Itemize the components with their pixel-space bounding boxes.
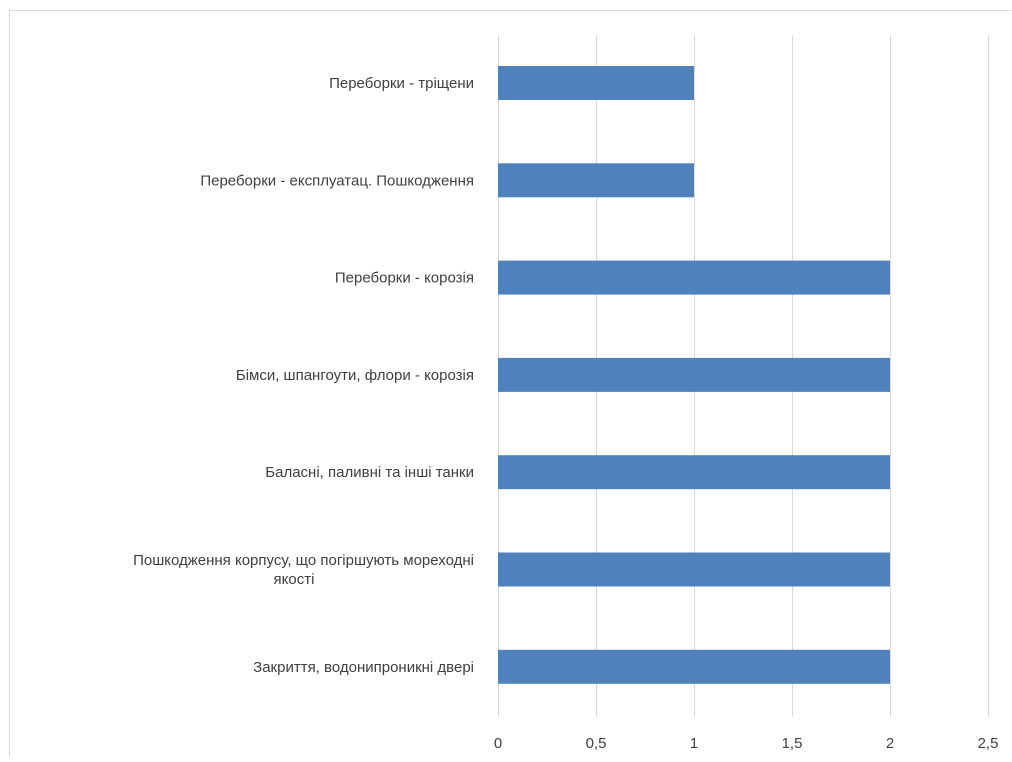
bar-2 <box>498 260 890 295</box>
bar-3 <box>498 357 890 392</box>
category-label-3: Бімси, шпангоути, флори - корозія <box>236 367 474 384</box>
category-label-2-line-0: Переборки - корозія <box>335 270 474 287</box>
category-label-2: Переборки - корозія <box>335 270 474 287</box>
x-tick-label-4: 2 <box>886 735 894 752</box>
category-label-6-line-0: Закриття, водонипроникні двері <box>253 659 474 676</box>
category-label-5-line-0: Пошкодження корпусу, що погіршують морех… <box>133 552 474 569</box>
chart-frame-border <box>9 10 1012 757</box>
bar-1 <box>498 163 694 198</box>
bar-0 <box>498 66 694 100</box>
x-tick-label-1: 0,5 <box>586 735 607 752</box>
chart-border <box>9 10 1012 757</box>
x-tick-label-3: 1,5 <box>782 735 803 752</box>
category-label-1-line-0: Переборки - експлуатац. Пошкодження <box>200 172 474 189</box>
x-tick-label-0: 0 <box>494 735 502 752</box>
category-label-0-line-0: Переборки - тріщени <box>329 75 474 92</box>
bar-5 <box>498 552 890 587</box>
bar-4 <box>498 455 890 490</box>
category-label-5: Пошкодження корпусу, що погіршують морех… <box>133 552 474 588</box>
category-label-1: Переборки - експлуатац. Пошкодження <box>200 172 474 189</box>
category-labels: Переборки - тріщени Переборки - експлуата… <box>133 75 474 676</box>
category-label-4: Баласні, паливні та інші танки <box>265 464 474 481</box>
bar-6 <box>498 649 890 684</box>
category-label-5-line-1: якості <box>274 571 315 588</box>
category-label-4-line-0: Баласні, паливні та інші танки <box>265 464 474 481</box>
category-label-6: Закриття, водонипроникні двері <box>253 659 474 676</box>
x-axis-tick-labels: 0 0,5 1 1,5 2 2,5 <box>494 735 999 752</box>
x-tick-label-2: 1 <box>690 735 698 752</box>
category-label-0: Переборки - тріщени <box>329 75 474 92</box>
x-tick-label-5: 2,5 <box>978 735 999 752</box>
bars <box>498 66 890 684</box>
category-label-3-line-0: Бімси, шпангоути, флори - корозія <box>236 367 474 384</box>
